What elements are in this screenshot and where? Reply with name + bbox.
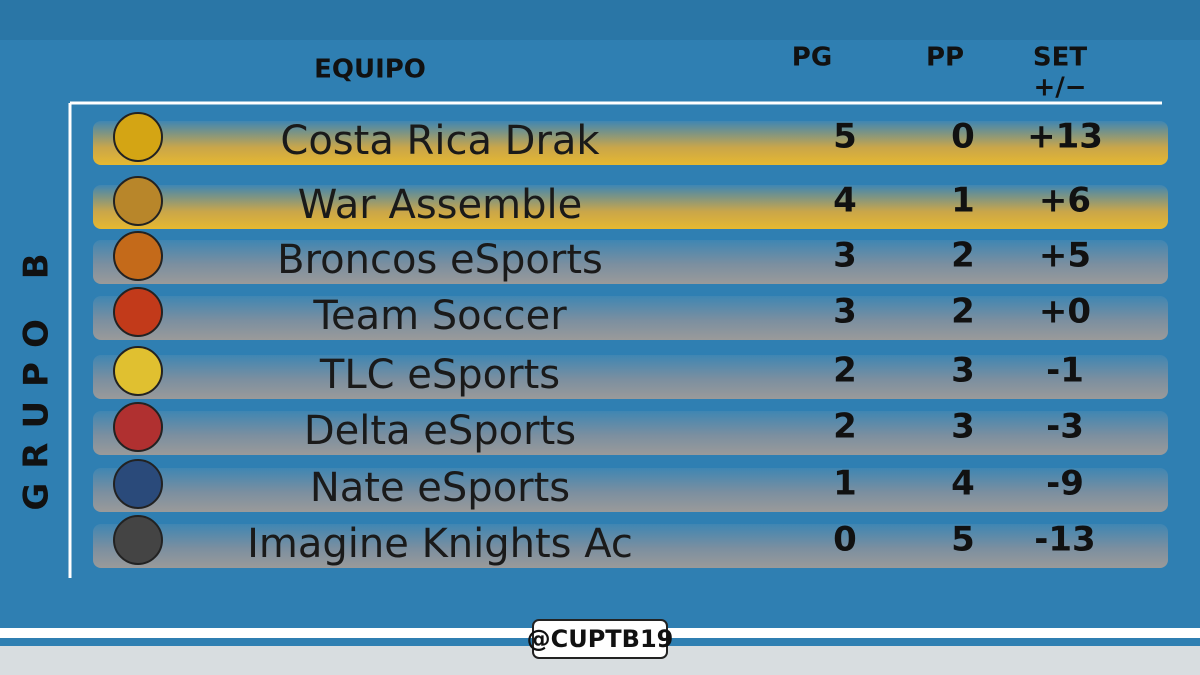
set-diff: -3: [1046, 407, 1084, 447]
header-set: SET: [1033, 43, 1087, 73]
team-name: Costa Rica Drak: [280, 118, 600, 164]
row-bar: [93, 524, 1168, 568]
team-logo: [113, 176, 163, 226]
lost: 2: [951, 236, 975, 276]
won: 3: [833, 292, 857, 332]
team-name: TLC eSports: [319, 352, 560, 398]
row-bar: [93, 296, 1168, 340]
header-won: PG: [792, 43, 832, 73]
team-name: Nate eSports: [310, 465, 570, 511]
team-name: Team Soccer: [312, 293, 567, 339]
set-diff: -1: [1046, 351, 1084, 391]
team-name: Imagine Knights Ac: [247, 521, 633, 567]
lost: 5: [951, 520, 975, 560]
row-bar: [93, 355, 1168, 399]
team-name: Delta eSports: [304, 408, 576, 454]
handle: @CUPTB19: [527, 625, 674, 653]
rows: Costa Rica Drak 5 0 +13 War Assemble 4 1 +6 Bron…: [93, 112, 1168, 568]
won: 2: [833, 407, 857, 447]
set-diff: +5: [1039, 236, 1091, 276]
background-band: [0, 0, 1200, 40]
team-name: War Assemble: [298, 182, 582, 228]
won: 3: [833, 236, 857, 276]
group-label: GRUPO B: [17, 239, 57, 510]
set-diff: +6: [1039, 181, 1091, 221]
set-diff: -9: [1046, 464, 1084, 504]
row-bar: [93, 240, 1168, 284]
row-bar: [93, 411, 1168, 455]
won: 5: [833, 117, 857, 157]
row-bar: [93, 468, 1168, 512]
team-logo: [113, 402, 163, 452]
header-team: EQUIPO: [314, 55, 426, 85]
lost: 0: [951, 117, 975, 157]
team-logo: [113, 231, 163, 281]
won: 4: [833, 181, 857, 221]
set-diff: +13: [1027, 117, 1103, 157]
team-logo: [113, 515, 163, 565]
lost: 4: [951, 464, 975, 504]
team-logo: [113, 459, 163, 509]
handle-box: [532, 619, 668, 659]
row-bar: [93, 121, 1168, 165]
team-name: Broncos eSports: [277, 237, 603, 283]
team-logo: [113, 287, 163, 337]
team-logo: [113, 346, 163, 396]
lost: 3: [951, 407, 975, 447]
lost: 1: [951, 181, 975, 221]
team-logo: [113, 112, 163, 162]
set-diff: +0: [1039, 292, 1091, 332]
lost: 3: [951, 351, 975, 391]
set-diff: -13: [1034, 520, 1095, 560]
header-set-diff: +/−: [1033, 73, 1086, 103]
lost: 2: [951, 292, 975, 332]
won: 1: [833, 464, 857, 504]
row-bar: [93, 185, 1168, 229]
header-lost: PP: [926, 43, 964, 73]
won: 2: [833, 351, 857, 391]
won: 0: [833, 520, 857, 560]
